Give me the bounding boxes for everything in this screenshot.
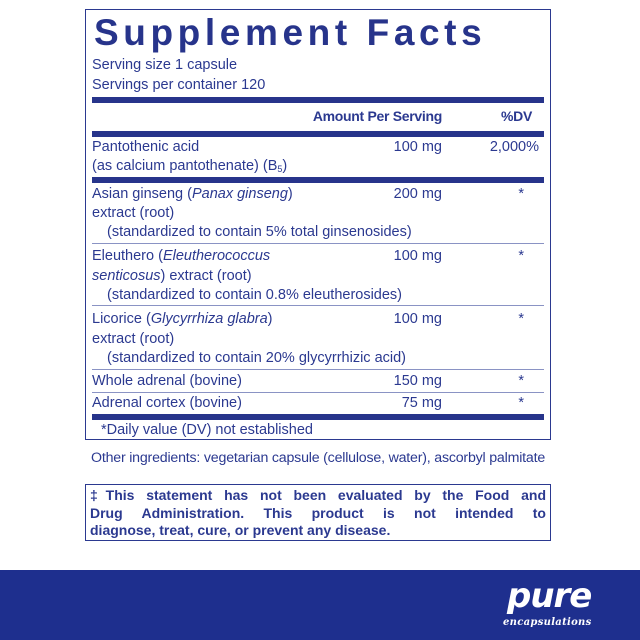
ingredient-detail: (as calcium pantothenate) (B5) xyxy=(92,157,287,176)
fda-disclaimer: ‡This statement has not been evaluated b… xyxy=(85,484,551,541)
divider-thin xyxy=(92,369,544,370)
name-text: Licorice ( xyxy=(92,311,151,327)
dv: * xyxy=(518,186,524,202)
ingredient-detail: extract (root) xyxy=(92,205,175,221)
other-ingredients: Other ingredients: vegetarian capsule (c… xyxy=(91,450,546,466)
header-amount: Amount Per Serving xyxy=(312,108,442,124)
detail-text: (as calcium pantothenate) (B xyxy=(92,158,278,174)
divider-thin xyxy=(92,392,544,393)
ingredient-name: Pantothenic acid xyxy=(92,139,200,155)
dv: 2,000% xyxy=(489,139,539,155)
latin-name: Panax ginseng xyxy=(191,186,288,202)
detail-end: ) xyxy=(282,158,288,174)
header-dv: %DV xyxy=(501,108,532,124)
divider-thick xyxy=(92,177,544,183)
amount: 150 mg xyxy=(393,373,442,389)
ingredient-name: Eleuthero (Eleutherococcus xyxy=(92,247,270,266)
logo-text: pure xyxy=(507,576,592,616)
divider-thick xyxy=(92,97,544,103)
panel-title: Supplement Facts xyxy=(94,12,487,53)
ingredient-detail: senticosus) extract (root) xyxy=(92,267,252,286)
name-end: ) xyxy=(287,186,293,202)
detail-text: ) extract (root) xyxy=(160,268,252,284)
subscript: 5 xyxy=(277,164,283,174)
servings-per-container: Servings per container 120 xyxy=(92,77,266,93)
brand-band: pure encapsulations xyxy=(0,570,640,640)
ingredient-name: Licorice (Glycyrrhiza glabra) xyxy=(92,310,273,329)
ingredient-detail: extract (root) xyxy=(92,331,175,347)
ingredient-name: Whole adrenal (bovine) xyxy=(92,373,242,389)
amount: 100 mg xyxy=(393,139,442,155)
name-text: Eleuthero ( xyxy=(92,248,163,264)
dv: * xyxy=(518,395,524,411)
serving-size: Serving size 1 capsule xyxy=(92,57,238,73)
standardization: (standardized to contain 20% glycyrrhizi… xyxy=(107,350,406,366)
dv: * xyxy=(518,373,524,389)
supplement-facts-panel: Supplement Facts Serving size 1 capsule … xyxy=(85,9,551,440)
amount: 100 mg xyxy=(393,248,442,264)
latin-name: Glycyrrhiza glabra xyxy=(150,311,268,327)
dv-footnote: *Daily value (DV) not established xyxy=(101,422,313,438)
disclaimer-line: ‡This statement has not been evaluated b… xyxy=(90,487,546,503)
divider-thin xyxy=(92,243,544,244)
standardization: (standardized to contain 5% total ginsen… xyxy=(107,224,412,240)
latin-name: senticosus xyxy=(92,268,161,284)
divider-thick xyxy=(92,414,544,420)
disclaimer-line: diagnose, treat, cure, or prevent any di… xyxy=(90,522,391,538)
dv: * xyxy=(518,248,524,264)
amount: 200 mg xyxy=(393,186,442,202)
disclaimer-line: Drug Administration. This product is not… xyxy=(90,504,546,521)
divider-thick xyxy=(92,131,544,137)
latin-name: Eleutherococcus xyxy=(162,248,271,264)
divider-thin xyxy=(92,305,544,306)
amount: 75 mg xyxy=(401,395,442,411)
name-end: ) xyxy=(267,311,273,327)
ingredient-name: Adrenal cortex (bovine) xyxy=(92,395,242,411)
name-text: Asian ginseng ( xyxy=(92,186,192,202)
dv: * xyxy=(518,311,524,327)
standardization: (standardized to contain 0.8% eleutheros… xyxy=(107,287,403,303)
amount: 100 mg xyxy=(393,311,442,327)
logo-subtext: encapsulations xyxy=(503,617,592,628)
brand-logo: pure encapsulations xyxy=(503,576,592,629)
ingredient-name: Asian ginseng (Panax ginseng) xyxy=(92,185,293,204)
